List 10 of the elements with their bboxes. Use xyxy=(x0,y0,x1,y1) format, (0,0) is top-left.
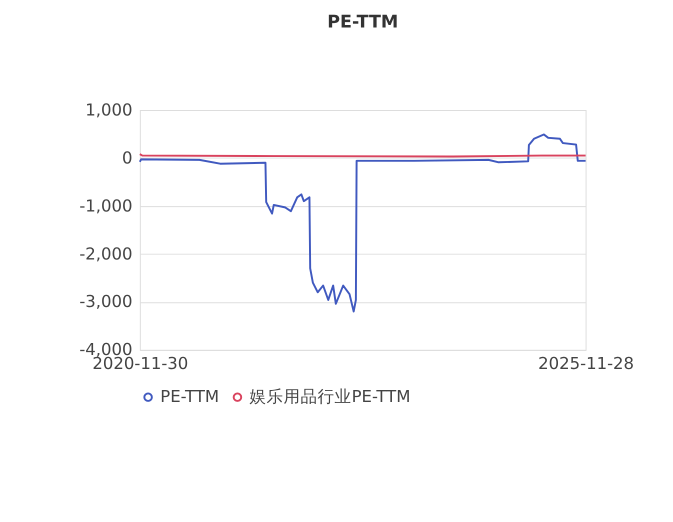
y-tick-label: 1,000 xyxy=(85,100,133,120)
y-tick-label: -1,000 xyxy=(79,196,133,216)
line-series xyxy=(138,133,587,312)
y-tick-label: -3,000 xyxy=(79,292,133,312)
y-tick-label: 0 xyxy=(122,148,133,168)
y-tick-label: -2,000 xyxy=(79,244,133,264)
legend-label: 娱乐用品行业PE-TTM xyxy=(250,387,411,406)
legend-label: PE-TTM xyxy=(160,387,220,406)
x-tick-label: 2025-11-28 xyxy=(538,354,634,373)
chart-title: PE-TTM xyxy=(327,12,398,32)
